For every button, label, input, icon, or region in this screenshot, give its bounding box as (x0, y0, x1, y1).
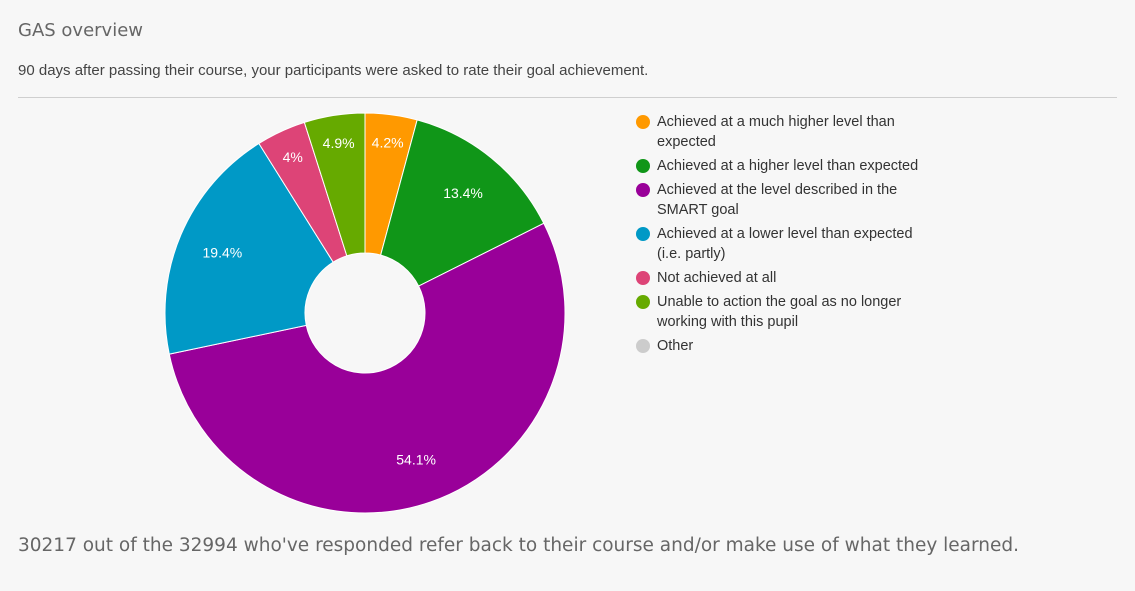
chart-title: GAS overview (18, 20, 143, 41)
legend-item-4[interactable]: Not achieved at all (636, 268, 936, 288)
legend-item-3[interactable]: Achieved at a lower level than expected … (636, 224, 936, 264)
summary-text: 30217 out of the 32994 who've responded … (18, 535, 1020, 556)
pie-slice-5[interactable] (303, 112, 366, 257)
legend-swatch-6 (636, 339, 650, 353)
pie-slice-2[interactable] (168, 222, 566, 514)
legend-label-0: Achieved at a much higher level than exp… (657, 114, 895, 150)
legend-item-6[interactable]: Other (636, 336, 936, 356)
divider (18, 97, 1117, 98)
pie-slice-3[interactable] (164, 142, 334, 355)
slice-label-3: 19.4% (203, 244, 243, 260)
legend-swatch-3 (636, 227, 650, 241)
legend-swatch-4 (636, 271, 650, 285)
chart-subtitle: 90 days after passing their course, your… (18, 62, 649, 79)
legend-swatch-2 (636, 183, 650, 197)
chart-legend: Achieved at a much higher level than exp… (636, 112, 936, 360)
slice-label-5: 4.9% (323, 135, 355, 151)
slice-label-4: 4% (283, 149, 303, 165)
legend-swatch-1 (636, 159, 650, 173)
slice-label-0: 4.2% (372, 134, 404, 150)
legend-label-4: Not achieved at all (657, 270, 777, 286)
legend-label-5: Unable to action the goal as no longer w… (657, 294, 902, 330)
legend-label-6: Other (657, 338, 694, 354)
slice-label-2: 54.1% (396, 451, 436, 467)
pie-slice-1[interactable] (380, 119, 545, 287)
legend-label-1: Achieved at a higher level than expected (657, 158, 919, 174)
legend-swatch-5 (636, 295, 650, 309)
legend-label-2: Achieved at the level described in the S… (657, 182, 898, 218)
legend-item-1[interactable]: Achieved at a higher level than expected (636, 156, 936, 176)
legend-item-2[interactable]: Achieved at the level described in the S… (636, 180, 936, 220)
legend-item-5[interactable]: Unable to action the goal as no longer w… (636, 292, 936, 332)
legend-swatch-0 (636, 115, 650, 129)
slice-label-1: 13.4% (443, 185, 483, 201)
legend-item-0[interactable]: Achieved at a much higher level than exp… (636, 112, 936, 152)
legend-label-3: Achieved at a lower level than expected … (657, 226, 913, 262)
